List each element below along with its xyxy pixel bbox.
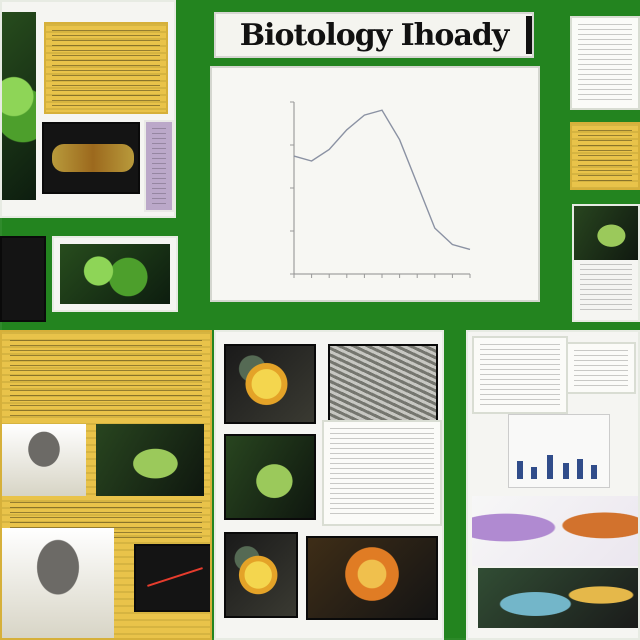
right-bottom-panel — [466, 330, 640, 640]
left-yellow-content-panel — [0, 330, 212, 640]
trace-image — [52, 144, 134, 172]
data-line — [293, 109, 471, 251]
mini-bar-2 — [531, 467, 537, 479]
graph-image-top-left — [42, 122, 140, 194]
mini-bar-5 — [577, 459, 583, 479]
mini-bar-1 — [517, 461, 523, 479]
red-trace — [147, 567, 203, 587]
chart-ticks — [290, 101, 471, 278]
purple-info-panel — [144, 120, 174, 212]
title-divider — [526, 16, 532, 54]
right-side-image-panel — [572, 204, 640, 322]
purple-orange-image — [472, 496, 638, 566]
flower-image — [306, 536, 438, 620]
gold-image-tile — [224, 344, 316, 424]
mini-bar-3 — [547, 455, 553, 479]
left-image-strip — [0, 236, 46, 322]
grain-image-tile — [328, 344, 438, 428]
yellow-cell-image — [224, 532, 298, 618]
mini-bar-6 — [591, 465, 597, 479]
root-image-tile — [224, 434, 316, 520]
red-trace-image — [134, 544, 210, 612]
top-right-text-panel — [570, 16, 640, 110]
mini-bar-4 — [563, 463, 569, 479]
snake-leaf-image — [60, 244, 170, 304]
top-right-yellow-note — [570, 122, 640, 190]
tree-image — [2, 528, 114, 638]
middle-text-block — [322, 420, 442, 526]
mushroom-image — [2, 424, 86, 496]
right-summary-box — [566, 342, 636, 394]
line-chart-card — [210, 66, 540, 302]
green-root-image — [574, 206, 638, 260]
leaf-image — [2, 12, 36, 200]
middle-image-grid — [214, 330, 444, 640]
right-text-panel — [472, 336, 568, 414]
bar-chart-mini — [508, 414, 610, 488]
blue-gold-image — [478, 568, 638, 628]
line-chart — [290, 101, 471, 278]
yellow-note-top-left — [44, 22, 168, 114]
poster-title: Biotology Ihoady — [214, 12, 534, 58]
top-left-panel — [0, 0, 176, 218]
green-root-image-small — [96, 424, 204, 496]
snake-image-frame — [52, 236, 178, 312]
